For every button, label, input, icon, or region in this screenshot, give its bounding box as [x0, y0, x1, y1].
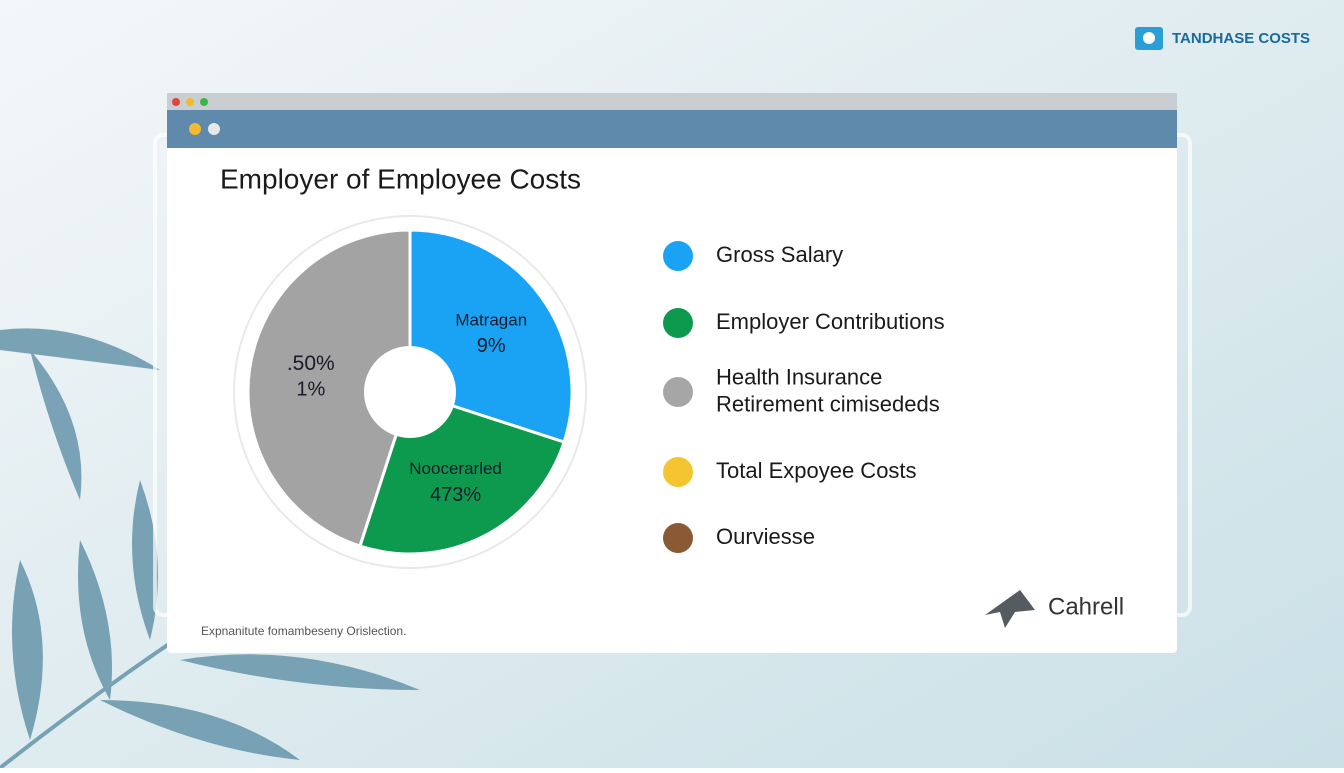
legend-swatch: [663, 523, 693, 553]
pie-hole: [364, 346, 456, 438]
legend-label: Total Expoyee Costs: [716, 458, 917, 483]
toolbar-dot: [189, 123, 201, 135]
legend-label: Health Insurance: [716, 364, 882, 389]
toolbar-dot: [208, 123, 220, 135]
legend-label: Retirement cimisededs: [716, 391, 940, 416]
legend-swatch: [663, 377, 693, 407]
brand-title: TANDHASE COSTS: [1172, 30, 1310, 47]
slice-label: Noocerarled: [409, 459, 502, 478]
window-dot[interactable]: [200, 98, 208, 106]
chart-title: Employer of Employee Costs: [220, 163, 581, 194]
slice-value: 1%: [296, 379, 325, 401]
logo-text: Cahrell: [1048, 593, 1124, 620]
window-dot[interactable]: [186, 98, 194, 106]
slice-label: Matragan: [455, 310, 527, 329]
legend-swatch: [663, 241, 693, 271]
tool-bar: [167, 110, 1177, 148]
leaves: [0, 328, 420, 770]
footnote: Expnanitute fomambeseny Orislection.: [201, 624, 406, 638]
legend-swatch: [663, 457, 693, 487]
logo-icon: [985, 590, 1035, 628]
window-dot[interactable]: [172, 98, 180, 106]
legend-label: Employer Contributions: [716, 309, 945, 334]
pie: Matragan 9% Noocerarled 473% .50% 1%: [246, 228, 574, 556]
slice-value: 9%: [477, 335, 506, 357]
legend-swatch: [663, 308, 693, 338]
title-bar: [167, 93, 1177, 110]
legend-label: Gross Salary: [716, 242, 843, 267]
pie-slice: [246, 228, 412, 548]
brand-icon: [1143, 32, 1155, 44]
slice-value: 473%: [430, 484, 481, 506]
legend-label: Ourviesse: [716, 524, 815, 549]
slice-label: .50%: [287, 352, 335, 375]
